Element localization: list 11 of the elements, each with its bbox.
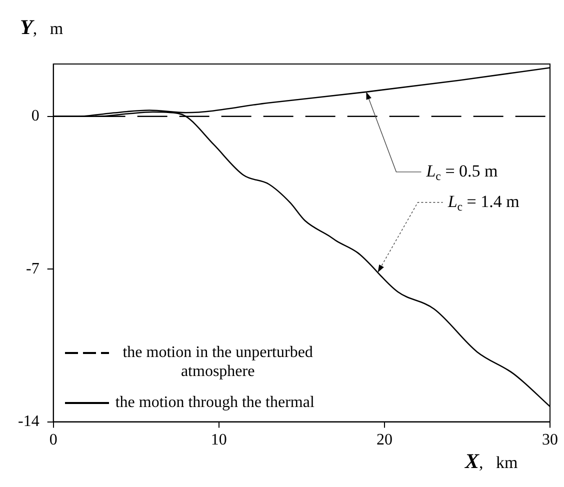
y-axis-title: Y, m [20, 15, 64, 39]
legend-label: the motion in the unperturbed atmosphere [122, 342, 314, 381]
x-axis-title: X, km [464, 448, 518, 473]
x-tick-label: 0 [49, 432, 58, 449]
y-tick-label: 0 [31, 108, 40, 125]
y-tick-label: -7 [26, 260, 40, 278]
y-tick-label: -14 [18, 413, 40, 430]
legend-label: the motion through the thermal [115, 392, 314, 412]
x-tick-label: 20 [376, 432, 392, 449]
x-tick-label: 30 [542, 432, 558, 449]
x-tick-label: 10 [210, 432, 227, 449]
